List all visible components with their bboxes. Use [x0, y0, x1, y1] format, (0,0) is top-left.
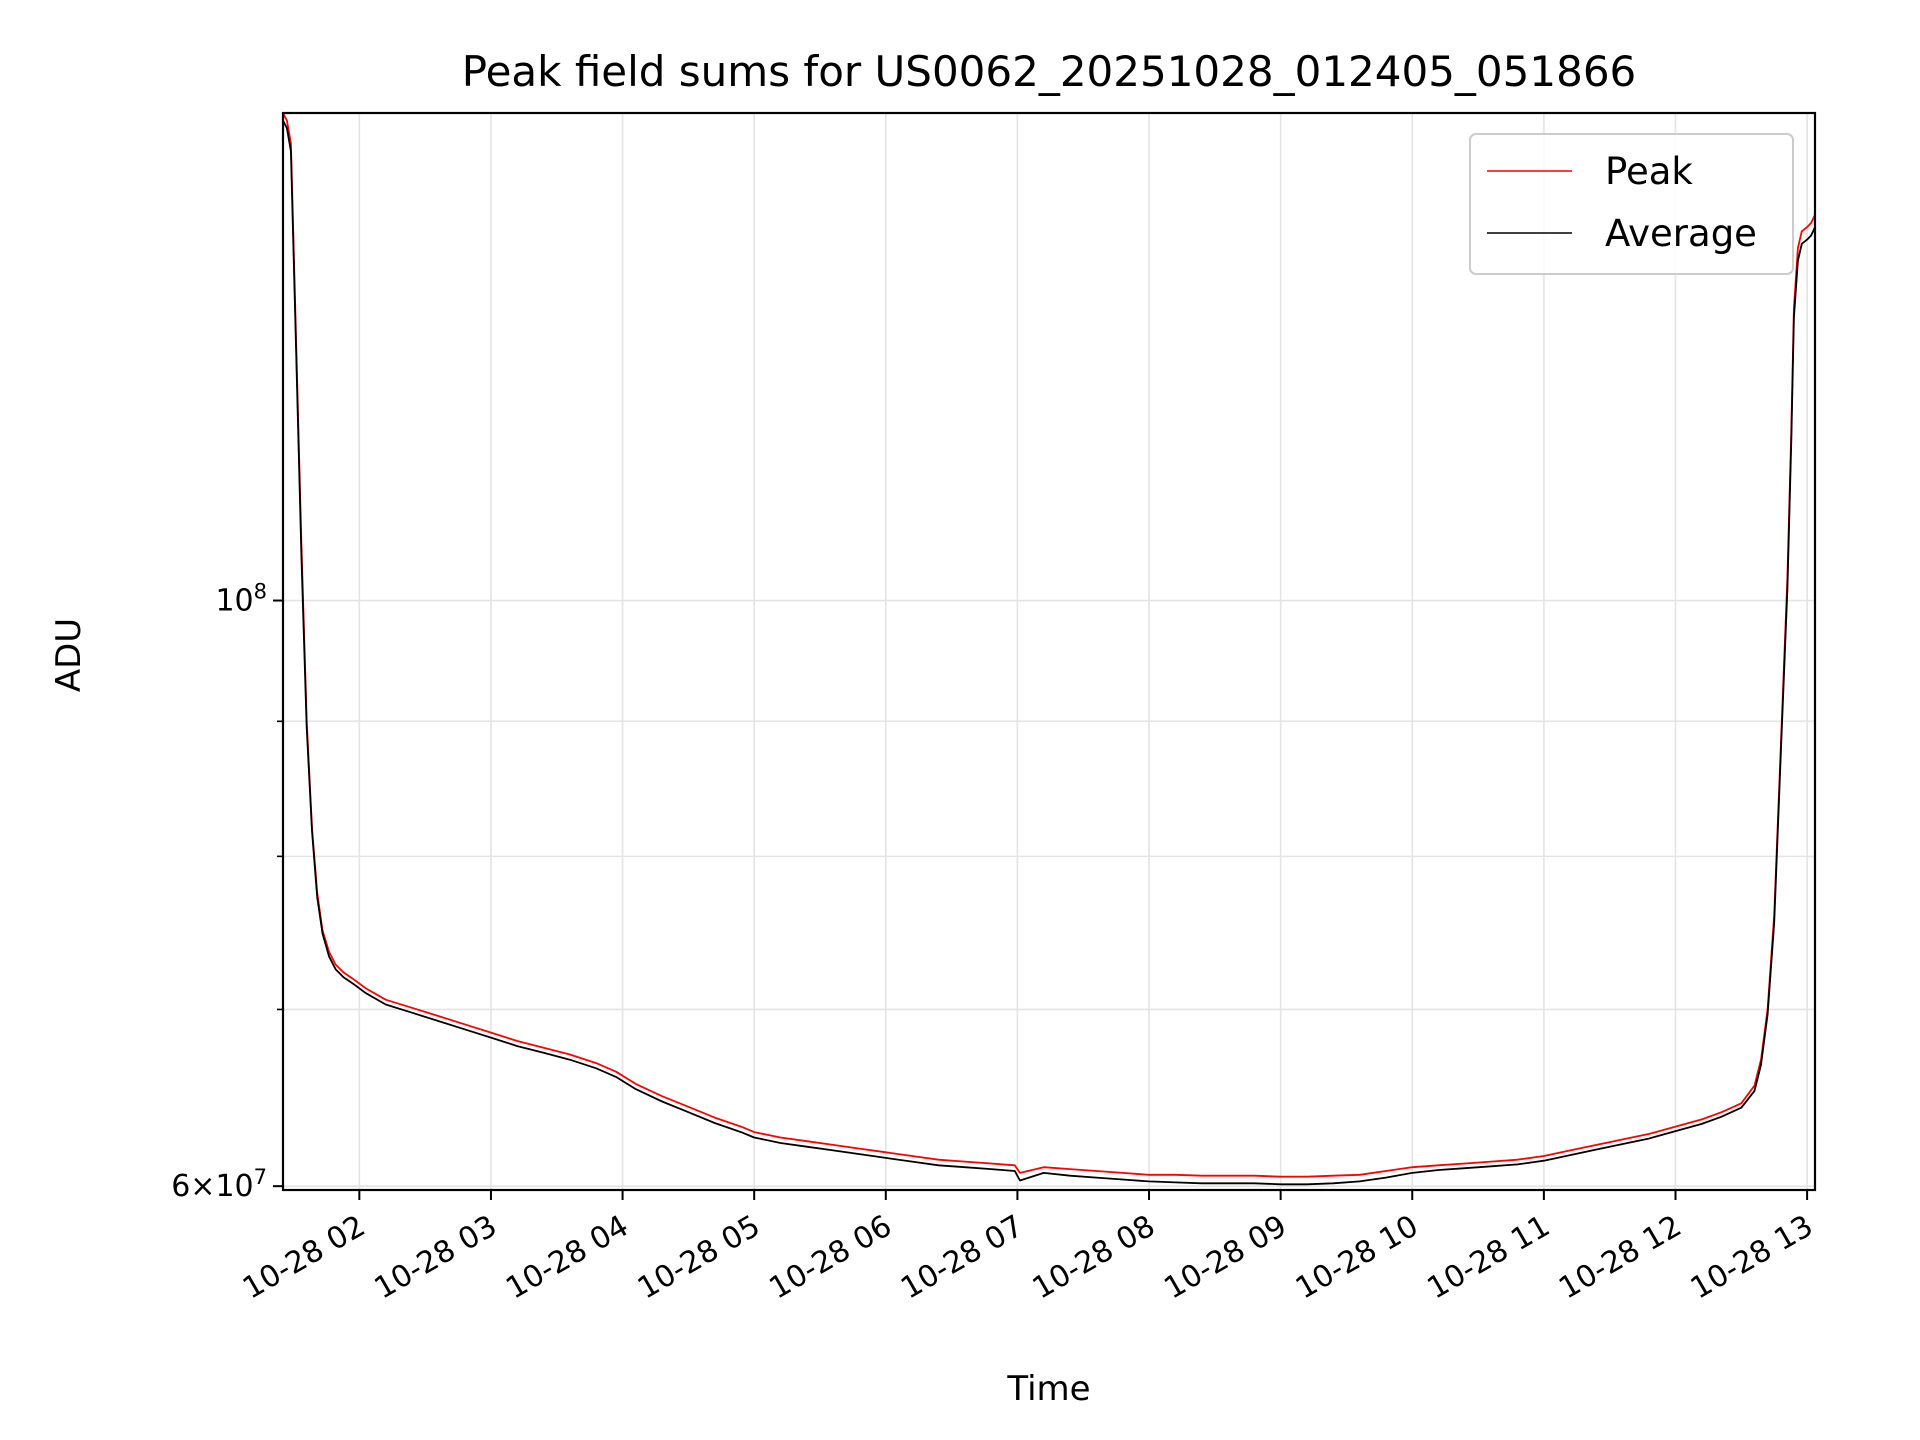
legend-average-label: Average — [1605, 212, 1757, 255]
legend-peak-label: Peak — [1605, 150, 1693, 193]
series-layer — [282, 112, 1816, 1186]
y-axis-label: ADU — [49, 618, 89, 692]
legend-box — [1469, 133, 1794, 275]
series-line-average — [282, 120, 1816, 1186]
legend: Peak Average — [1469, 133, 1794, 275]
chart-title: Peak field sums for US0062_20251028_0124… — [462, 47, 1637, 96]
series-line-peak — [282, 112, 1816, 1178]
x-axis-label: Time — [1006, 1369, 1090, 1409]
y-tick-label: 6×107 — [171, 1165, 267, 1204]
grid-lines — [283, 113, 1815, 1190]
plot-frame — [281, 111, 1817, 1192]
